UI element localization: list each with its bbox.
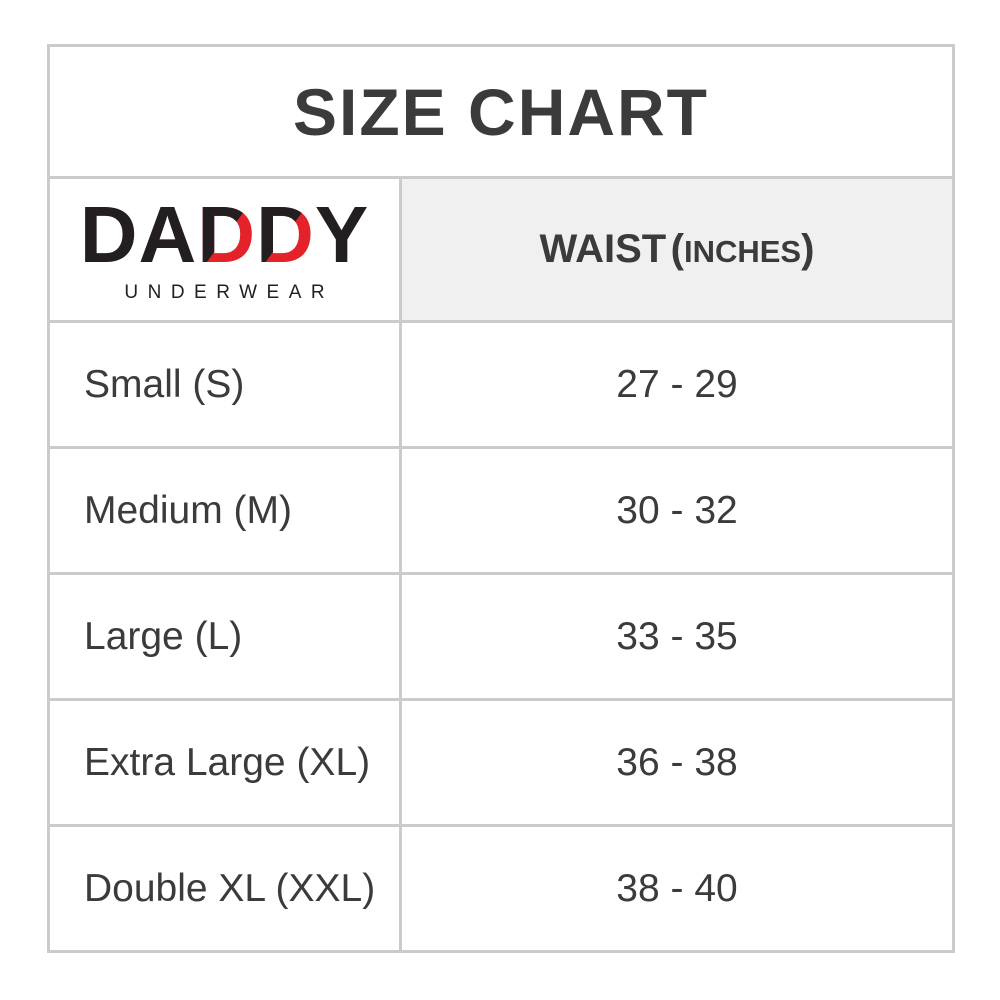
brand-subtitle: UNDERWEAR bbox=[124, 282, 335, 303]
table-row-extra-large: Extra Large (XL) 36 - 38 bbox=[47, 698, 955, 827]
size-label: Extra Large (XL) bbox=[47, 698, 402, 827]
logo-letter-y: Y bbox=[314, 190, 370, 279]
title-row: SIZE CHART bbox=[47, 44, 955, 179]
waist-value: 33 - 35 bbox=[399, 572, 955, 701]
waist-value: 30 - 32 bbox=[399, 446, 955, 575]
waist-header-label: WAIST bbox=[539, 227, 667, 271]
logo-letter-a: A bbox=[138, 190, 198, 279]
waist-unit-close-paren: ) bbox=[801, 227, 815, 271]
size-label: Medium (M) bbox=[47, 446, 402, 575]
logo-letter-d2-red: D bbox=[197, 190, 257, 279]
size-label: Small (S) bbox=[47, 320, 402, 449]
size-label: Large (L) bbox=[47, 572, 402, 701]
waist-header-cell: WAIST (INCHES) bbox=[399, 176, 955, 323]
logo-letter-d3-red: D bbox=[256, 190, 315, 279]
page-title: SIZE CHART bbox=[47, 44, 955, 179]
table-row-double-xl: Double XL (XXL) 38 - 40 bbox=[47, 824, 955, 953]
logo-letter-d1: D bbox=[79, 190, 139, 279]
table-row-medium: Medium (M) 30 - 32 bbox=[47, 446, 955, 575]
waist-value: 36 - 38 bbox=[399, 698, 955, 827]
size-chart-table: SIZE CHART DAD D D D Y UNDERWEAR WAIST (INCH… bbox=[47, 44, 955, 953]
waist-value: 38 - 40 bbox=[399, 824, 955, 953]
table-row-large: Large (L) 33 - 35 bbox=[47, 572, 955, 701]
logo-cell: DAD D D D Y UNDERWEAR bbox=[47, 176, 402, 323]
brand-name: DAD D D D Y bbox=[80, 195, 369, 275]
header-row: DAD D D D Y UNDERWEAR WAIST (INCHES) bbox=[47, 176, 955, 323]
waist-value: 27 - 29 bbox=[399, 320, 955, 449]
brand-logo: DAD D D D Y UNDERWEAR bbox=[80, 195, 369, 304]
size-chart: SIZE CHART DAD D D D Y UNDERWEAR WAIST (INCH… bbox=[47, 44, 955, 953]
table-row-small: Small (S) 27 - 29 bbox=[47, 320, 955, 449]
size-label: Double XL (XXL) bbox=[47, 824, 402, 953]
waist-unit-open-paren: ( bbox=[670, 227, 684, 271]
waist-header-unit: INCHES bbox=[683, 234, 802, 269]
